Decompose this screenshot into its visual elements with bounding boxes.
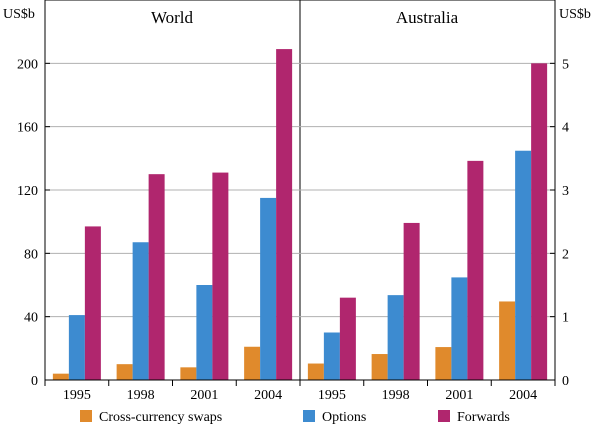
- australia-x-tick-label-2004: 2004: [509, 388, 537, 403]
- legend-swatch-options: [303, 410, 315, 422]
- world-bar-forwards-1995: [84, 226, 101, 380]
- legend-label-options: Options: [322, 410, 366, 425]
- world-bar-forwards-2004: [276, 49, 293, 380]
- world-bar-options-2004: [260, 197, 277, 380]
- world-bar-forwards-2001: [212, 172, 229, 380]
- world-y-tick-label: 80: [24, 247, 38, 262]
- world-bar-options-1998: [132, 242, 149, 380]
- world-y-tick-label: 40: [24, 311, 38, 326]
- australia-x-tick-label-1998: 1998: [382, 388, 410, 403]
- australia-bar-cross-currency-swaps-2004: [499, 301, 516, 380]
- australia-bar-cross-currency-swaps-1995: [307, 363, 324, 380]
- world-bar-cross-currency-swaps-2004: [244, 346, 261, 380]
- australia-y-tick-label: 2: [562, 247, 569, 262]
- australia-y-tick-label: 0: [562, 374, 569, 389]
- panel-title-australia: Australia: [396, 8, 459, 27]
- australia-bar-options-1995: [323, 332, 340, 380]
- world-y-tick-label: 0: [31, 374, 38, 389]
- legend: Cross-currency swaps Options Forwards: [80, 410, 510, 425]
- world-bar-cross-currency-swaps-1998: [116, 364, 133, 380]
- world-y-tick-label: 120: [17, 184, 38, 199]
- world-x-tick-label-1998: 1998: [127, 388, 155, 403]
- legend-swatch-forwards: [438, 410, 450, 422]
- australia-y-tick-label: 3: [562, 184, 569, 199]
- australia-bar-cross-currency-swaps-1998: [371, 354, 388, 380]
- legend-label-forwards: Forwards: [457, 410, 510, 425]
- australia-bar-options-1998: [387, 295, 404, 380]
- panel-title-world: World: [151, 8, 194, 27]
- australia-bar-forwards-2001: [467, 160, 484, 380]
- legend-swatch-cross-currency-swaps: [80, 410, 92, 422]
- right-axis-unit: US$b: [559, 7, 591, 22]
- australia-bar-forwards-2004: [531, 63, 548, 380]
- australia-bar-forwards-1995: [339, 297, 356, 380]
- australia-bar-options-2001: [451, 277, 468, 380]
- world-x-tick-label-2004: 2004: [254, 388, 282, 403]
- world-bar-cross-currency-swaps-2001: [180, 367, 197, 380]
- australia-bar-options-2004: [515, 150, 532, 380]
- world-x-tick-label-1995: 1995: [63, 388, 91, 403]
- australia-bar-forwards-1998: [403, 222, 420, 380]
- world-bar-cross-currency-swaps-1995: [52, 373, 69, 380]
- world-bar-options-1995: [68, 315, 85, 380]
- world-y-tick-label: 200: [17, 57, 38, 72]
- legend-label-cross-currency-swaps: Cross-currency swaps: [99, 410, 222, 425]
- australia-y-tick-label: 1: [562, 311, 569, 326]
- world-y-tick-label: 160: [17, 121, 38, 136]
- australia-x-tick-label-2001: 2001: [445, 388, 473, 403]
- world-x-tick-label-2001: 2001: [190, 388, 218, 403]
- left-axis-unit: US$b: [3, 7, 35, 22]
- australia-x-tick-label-1995: 1995: [318, 388, 346, 403]
- australia-y-tick-label: 4: [562, 121, 569, 136]
- bars: [52, 49, 548, 380]
- australia-y-tick-label: 5: [562, 57, 569, 72]
- world-bar-options-2001: [196, 285, 213, 380]
- australia-bar-cross-currency-swaps-2001: [435, 347, 452, 380]
- axes: 0 40 80 120 160 200 1995 1998 2001 2004 0 1 2 3 4 5 1995…: [17, 57, 569, 403]
- world-bar-forwards-1998: [148, 174, 165, 380]
